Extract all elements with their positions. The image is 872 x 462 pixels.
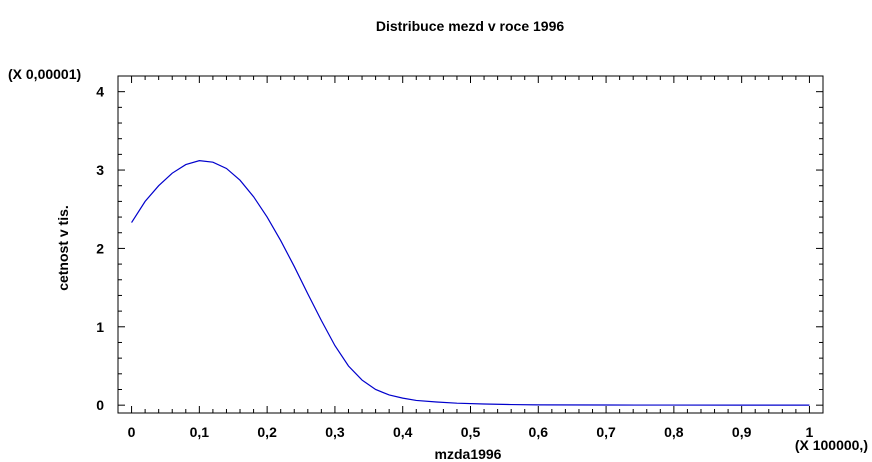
x-tick-label: 0,9 (732, 424, 752, 440)
x-tick-label: 0,4 (393, 424, 413, 440)
series-group (131, 160, 810, 406)
x-tick-label: 0,8 (664, 424, 684, 440)
x-tick-label: 0 (128, 424, 136, 440)
y-tick-label: 3 (96, 162, 104, 178)
x-tick-label: 0,1 (190, 424, 210, 440)
x-multiplier-label: (X 100000,) (795, 437, 868, 453)
x-tick-label: 0,6 (529, 424, 549, 440)
y-tick-label: 2 (96, 240, 104, 256)
plot-frame (117, 75, 824, 414)
x-tick-label: 0,5 (461, 424, 481, 440)
chart-title: Distribuce mezd v roce 1996 (376, 18, 565, 34)
x-axis-label: mzda1996 (435, 446, 502, 462)
x-tick-label: 0,7 (596, 424, 616, 440)
y-axis-label: cetnost v tis. (55, 205, 71, 291)
x-tick-label: 0,2 (257, 424, 277, 440)
axis-ticks: 0 0,1 0,2 0,3 0,4 0,5 0,6 0,7 0,8 0,9 1 0 1 2 3 4 (96, 76, 823, 440)
y-tick-label: 4 (96, 84, 104, 100)
y-tick-label: 0 (96, 397, 104, 413)
y-multiplier-label: (X 0,00001) (8, 66, 81, 82)
y-tick-label: 1 (96, 319, 104, 335)
series-line (131, 160, 810, 406)
x-tick-label: 0,3 (325, 424, 345, 440)
x-tick-label: 1 (806, 424, 814, 440)
